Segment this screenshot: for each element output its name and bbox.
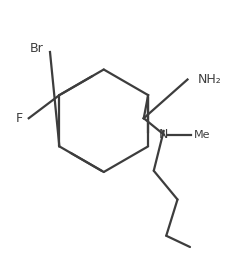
Text: Br: Br <box>30 42 44 55</box>
Text: NH₂: NH₂ <box>198 73 221 86</box>
Text: Me: Me <box>194 130 210 139</box>
Text: N: N <box>159 128 168 141</box>
Text: F: F <box>16 112 22 125</box>
